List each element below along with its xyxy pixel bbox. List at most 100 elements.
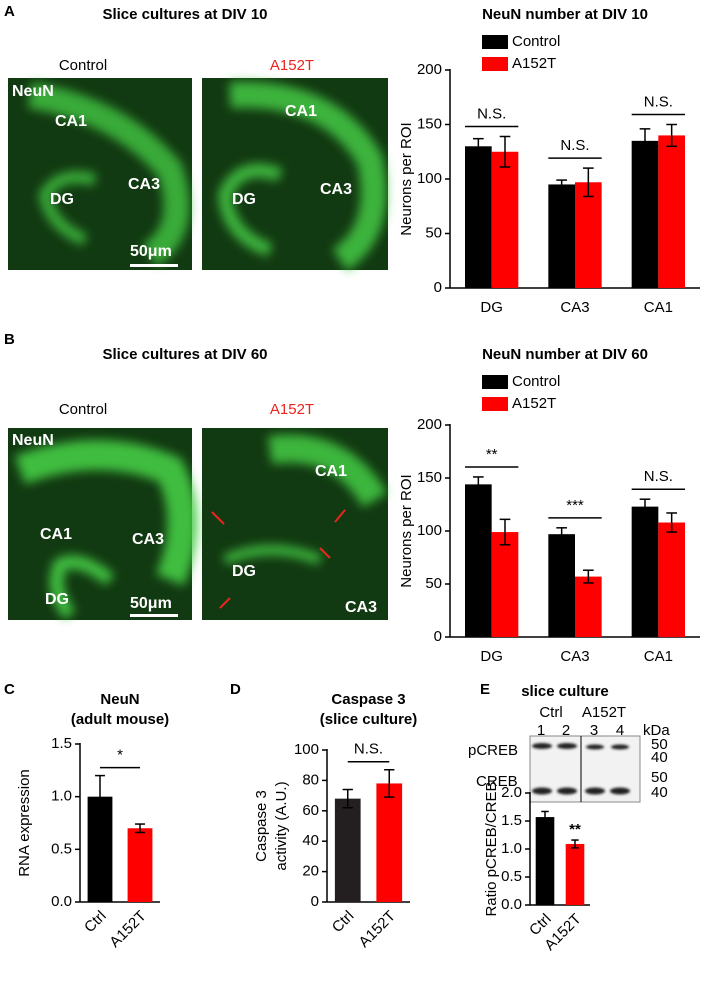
x-tick-label: Ctrl (329, 908, 358, 937)
y-tick-label: 0.5 (501, 868, 522, 885)
legend-label: A152T (512, 55, 556, 72)
blot-title: slice culture (521, 683, 609, 700)
significance-label: N.S. (644, 93, 673, 110)
bar (491, 151, 519, 288)
legend-swatch (482, 375, 508, 389)
micrograph: NeuN CA1 CA3 DG 50μm (8, 428, 198, 620)
image-label: CA3 (320, 181, 352, 198)
bar (575, 576, 602, 637)
y-axis-label: Ratio pCREB/CREB (483, 781, 500, 916)
bar (548, 184, 575, 288)
image-label: DG (45, 591, 69, 608)
chart-title: Caspase 3 (331, 691, 405, 708)
image-title: Slice cultures at DIV 60 (102, 346, 267, 363)
image-label: NeuN (12, 432, 54, 449)
bar (127, 828, 153, 902)
legend-swatch (482, 397, 508, 411)
panel-label: B (4, 331, 15, 348)
chart-subtitle: (slice culture) (320, 711, 418, 728)
image-label: CA3 (128, 176, 160, 193)
y-tick-label: 1.5 (51, 735, 72, 752)
y-tick-label: 0.5 (51, 840, 72, 857)
marker-label: 40 (651, 749, 668, 766)
marker-label: 50 (651, 736, 668, 753)
condition-label: Control (59, 401, 107, 418)
y-tick-label: 50 (425, 224, 442, 241)
lane-label: 1 (537, 722, 545, 739)
image-label: DG (50, 191, 74, 208)
x-tick-label: CA1 (644, 299, 673, 316)
y-tick-label: 50 (425, 575, 442, 592)
y-tick-label: 80 (302, 771, 319, 788)
significance-label: N.S. (560, 137, 589, 154)
bar (631, 140, 659, 288)
y-tick-label: 20 (302, 863, 319, 880)
chart-subtitle: (adult mouse) (71, 711, 169, 728)
chart-title: NeuN (100, 691, 139, 708)
x-tick-label: DG (480, 299, 503, 316)
y-tick-label: 150 (417, 115, 442, 132)
image-label: CA1 (315, 463, 347, 480)
y-tick-label: 200 (417, 416, 442, 433)
bar (658, 135, 685, 288)
x-tick-label: CA3 (560, 299, 589, 316)
y-axis-label: Neurons per ROI (398, 474, 415, 587)
image-label: CA1 (40, 526, 72, 543)
bar (334, 798, 361, 902)
y-tick-label: 40 (302, 832, 319, 849)
bar (376, 783, 403, 902)
condition-label: A152T (270, 57, 314, 74)
x-tick-label: Ctrl (81, 908, 110, 937)
y-tick-label: 0.0 (501, 896, 522, 913)
blot-group: A152T (582, 704, 626, 721)
image-label: CA1 (55, 113, 87, 130)
y-tick-label: 1.0 (51, 788, 72, 805)
image-label: CA3 (132, 531, 164, 548)
chart-title: NeuN number at DIV 60 (482, 346, 648, 363)
panel-label: E (480, 681, 490, 698)
micrograph: NeuN CA1 DG CA3 50μm (8, 78, 192, 270)
bar (565, 843, 585, 905)
bar (465, 484, 492, 637)
bar (548, 534, 575, 637)
legend-swatch (482, 57, 508, 71)
scale-label: 50μm (130, 595, 172, 612)
micrograph: CA1 DG CA3 (202, 78, 388, 271)
significance-label: N.S. (644, 468, 673, 485)
panel-label: C (4, 681, 15, 698)
y-tick-label: 1.0 (501, 840, 522, 857)
y-tick-label: 0.0 (51, 893, 72, 910)
significance-label: ** (569, 821, 581, 838)
y-tick-label: 1.5 (501, 812, 522, 829)
x-tick-label: CA1 (644, 648, 673, 665)
chart-title: NeuN number at DIV 10 (482, 6, 648, 23)
condition-label: A152T (270, 401, 314, 418)
image-label: DG (232, 563, 256, 580)
y-tick-label: 2.0 (501, 784, 522, 801)
bar (658, 522, 685, 637)
legend-label: Control (512, 33, 560, 50)
x-tick-label: A152T (356, 908, 399, 951)
x-tick-label: CA3 (560, 648, 589, 665)
y-tick-label: 0 (434, 279, 442, 296)
legend-label: Control (512, 373, 560, 390)
significance-label: ** (486, 446, 498, 463)
image-label: CA1 (285, 103, 317, 120)
image-label: DG (232, 191, 256, 208)
y-axis-label: RNA expression (16, 769, 33, 877)
y-axis-label: Caspase 3 (253, 790, 270, 862)
marker-label: 50 (651, 769, 668, 786)
blot-image (529, 735, 641, 803)
marker-label: 40 (651, 784, 668, 801)
bar (491, 532, 519, 637)
unit-label: kDa (643, 722, 670, 739)
y-tick-label: 100 (417, 522, 442, 539)
y-tick-label: 200 (417, 61, 442, 78)
x-tick-label: DG (480, 648, 503, 665)
significance-label: * (117, 747, 123, 764)
significance-label: N.S. (354, 741, 383, 758)
bar (535, 817, 555, 905)
lane-label: 2 (562, 722, 570, 739)
lane-label: 4 (616, 722, 624, 739)
